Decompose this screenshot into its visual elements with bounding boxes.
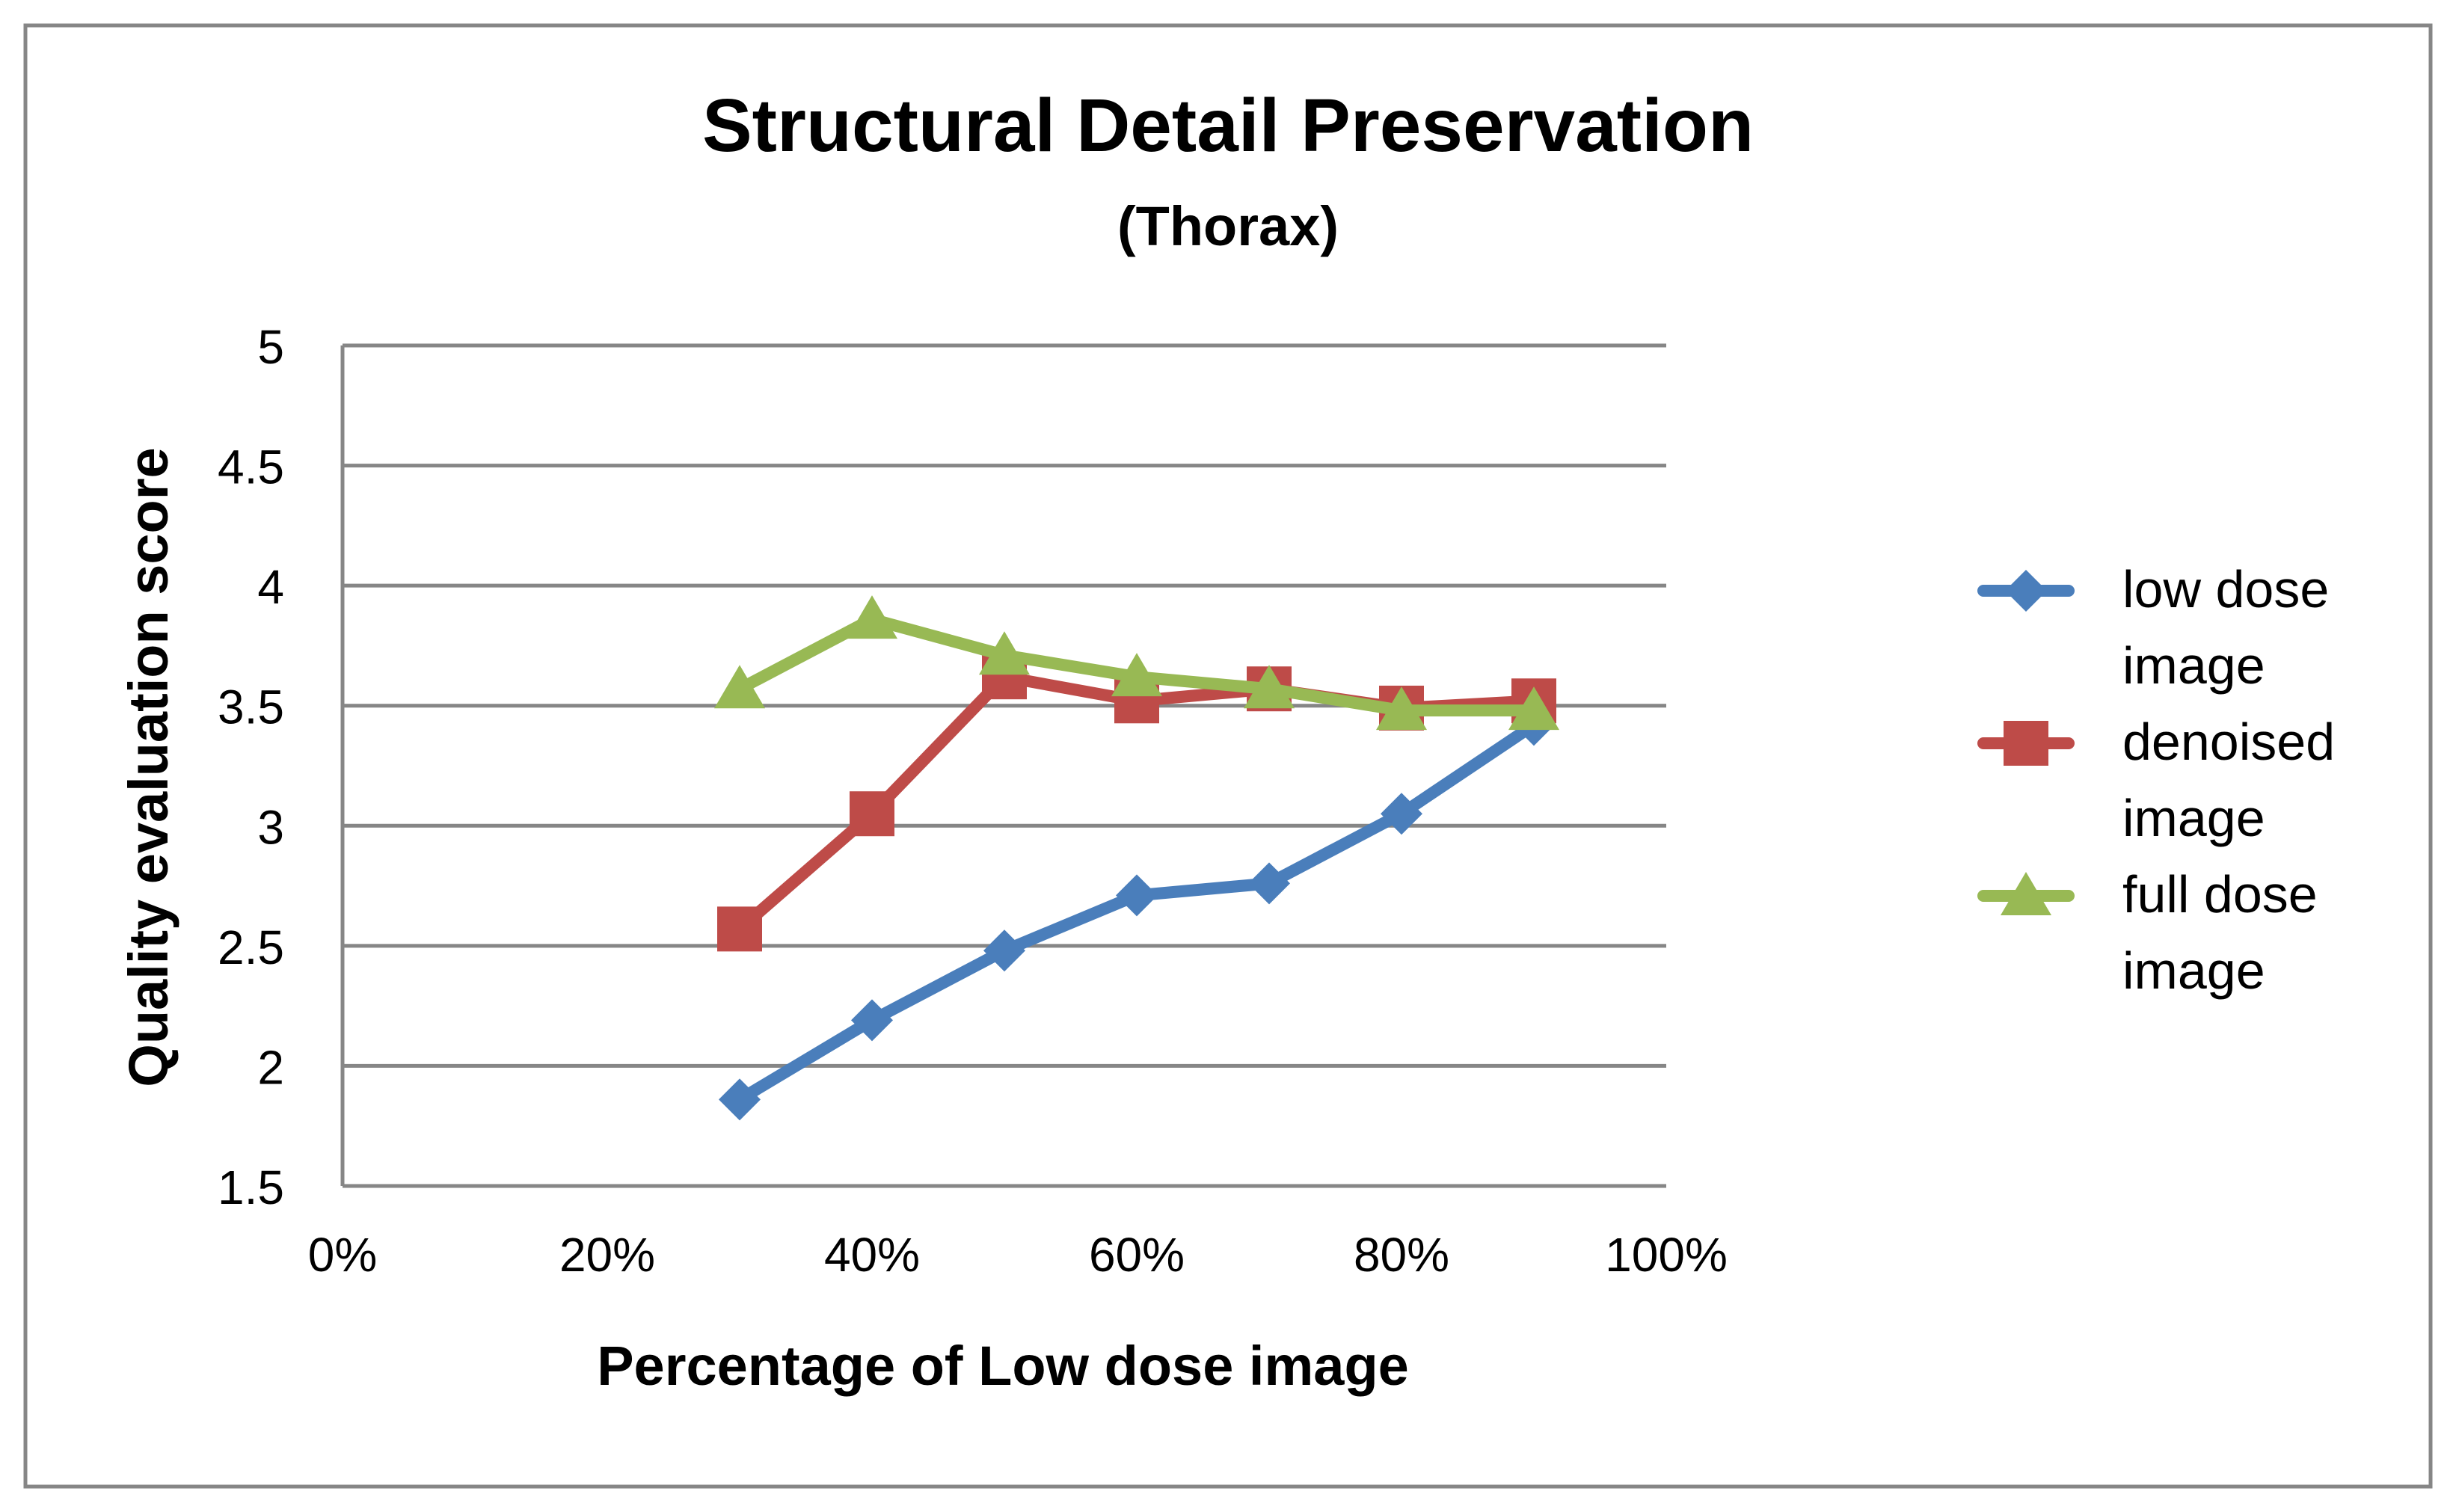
data-point	[1508, 686, 1559, 731]
data-point	[850, 791, 894, 837]
legend-entry-2: full dose image	[1977, 865, 2318, 1000]
data-point	[1376, 686, 1427, 731]
legend-marker	[2004, 721, 2048, 766]
legend-entry-1: denoised image	[1977, 713, 2335, 847]
y-tick-label: 5	[257, 320, 284, 374]
y-axis-label: Quality evaluation score	[117, 447, 179, 1087]
chart-title: Structural Detail Preservation	[702, 84, 1754, 168]
data-point	[847, 595, 897, 639]
x-tick-label: 40%	[824, 1228, 920, 1282]
series-2	[714, 595, 1559, 731]
data-point	[1248, 862, 1290, 905]
legend: low dose image denoised image full dose image	[1977, 560, 2335, 1000]
data-point	[851, 999, 893, 1042]
data-point	[1116, 874, 1158, 917]
data-point	[1111, 653, 1162, 697]
data-point	[714, 665, 765, 709]
legend-label: image	[2122, 789, 2265, 847]
data-point	[1381, 793, 1422, 835]
legend-marker	[2005, 570, 2047, 612]
y-tick-label: 3	[257, 800, 284, 854]
x-axis-label: Percentage of Low dose image	[597, 1335, 1409, 1397]
x-tick-label: 80%	[1354, 1228, 1449, 1282]
legend-label: full dose	[2122, 865, 2318, 924]
y-tick-label: 4	[257, 560, 284, 614]
plot-area: 1.5 2 2.5 3 3.5 4 4.5 5 0% 20% 40% 60% 80% 100%	[218, 320, 1728, 1282]
x-tick-label: 100%	[1605, 1228, 1728, 1282]
y-tick-label: 3.5	[218, 680, 284, 734]
series-0	[719, 704, 1555, 1121]
y-tick-label: 4.5	[218, 440, 284, 494]
data-point	[979, 631, 1030, 675]
data-point	[719, 1078, 761, 1121]
legend-label: image	[2122, 636, 2265, 695]
legend-marker	[2001, 872, 2051, 915]
legend-label: denoised	[2122, 713, 2335, 771]
legend-label: low dose	[2122, 560, 2329, 618]
data-point	[983, 929, 1025, 972]
chart-subtitle: (Thorax)	[1117, 195, 1339, 257]
y-tick-label: 2	[257, 1040, 284, 1094]
data-point	[1244, 665, 1295, 709]
y-tick-label: 1.5	[218, 1161, 284, 1214]
x-tick-label: 60%	[1089, 1228, 1185, 1282]
x-tick-label: 0%	[308, 1228, 378, 1282]
y-tick-label: 2.5	[218, 921, 284, 974]
legend-entry-0: low dose image	[1977, 560, 2329, 695]
legend-label: image	[2122, 941, 2265, 1000]
data-point	[717, 906, 762, 952]
x-tick-label: 20%	[559, 1228, 655, 1282]
